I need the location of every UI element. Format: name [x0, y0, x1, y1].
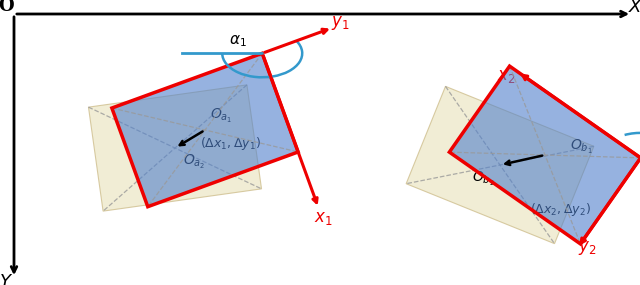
Text: $X$: $X$ — [628, 0, 640, 16]
Polygon shape — [449, 66, 640, 244]
Text: $x_2$: $x_2$ — [497, 68, 515, 85]
Text: $\alpha_1$: $\alpha_1$ — [229, 33, 247, 49]
Text: $O_{b_1}$: $O_{b_1}$ — [570, 138, 593, 156]
Text: $O_{b_2}$: $O_{b_2}$ — [472, 170, 495, 188]
Text: $O_{a_1}$: $O_{a_1}$ — [210, 107, 232, 125]
Polygon shape — [406, 86, 594, 244]
Text: $y_2$: $y_2$ — [579, 239, 597, 257]
Text: $O_{a_2}$: $O_{a_2}$ — [183, 153, 205, 171]
Polygon shape — [88, 85, 262, 211]
Text: $Y$: $Y$ — [0, 273, 13, 285]
Text: $(\Delta x_2, \Delta y_2)$: $(\Delta x_2, \Delta y_2)$ — [529, 201, 591, 219]
Text: $x_1$: $x_1$ — [314, 210, 333, 227]
Polygon shape — [112, 53, 298, 207]
Text: O: O — [0, 0, 14, 15]
Text: $(\Delta x_1, \Delta y_1)$: $(\Delta x_1, \Delta y_1)$ — [200, 135, 260, 152]
Text: $y_1$: $y_1$ — [332, 14, 350, 32]
